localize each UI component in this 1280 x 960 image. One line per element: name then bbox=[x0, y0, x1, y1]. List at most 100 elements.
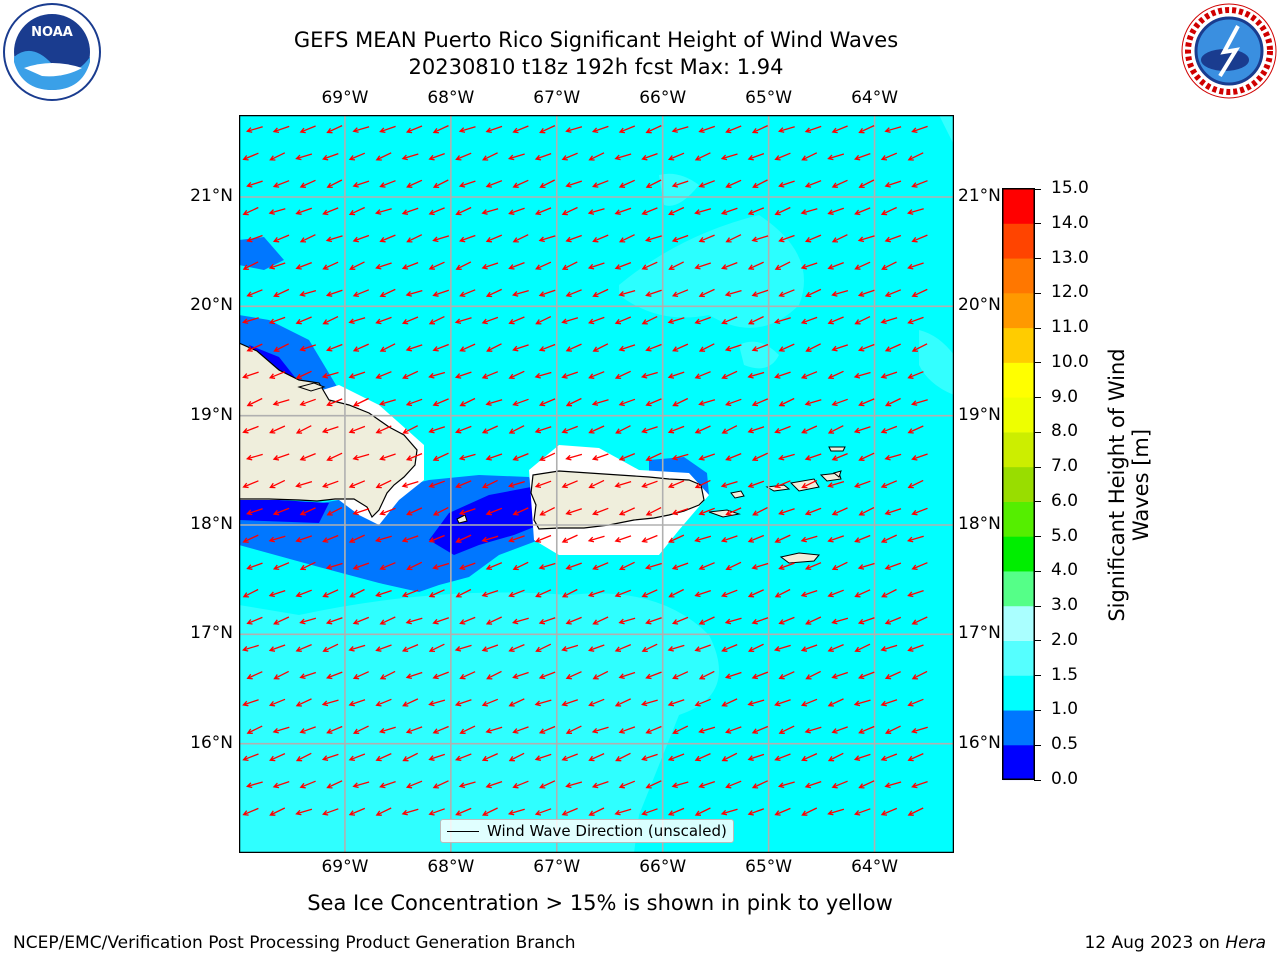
wind-wave-arrow bbox=[272, 562, 290, 571]
wind-wave-arrow bbox=[481, 589, 499, 598]
wind-wave-arrow bbox=[831, 671, 849, 680]
wind-wave-arrow bbox=[751, 562, 769, 570]
wind-wave-arrow bbox=[535, 316, 552, 325]
wind-wave-arrow bbox=[538, 343, 556, 352]
wind-wave-arrow bbox=[827, 425, 844, 434]
wind-wave-arrow bbox=[884, 126, 902, 133]
wind-wave-arrow bbox=[401, 589, 419, 598]
wind-wave-arrow bbox=[645, 507, 662, 516]
wind-wave-arrow bbox=[831, 561, 848, 571]
wind-wave-arrow bbox=[565, 562, 582, 570]
wind-wave-arrow bbox=[454, 644, 472, 652]
wind-wave-arrow bbox=[720, 808, 738, 816]
wind-wave-arrow bbox=[454, 317, 472, 325]
wind-wave-arrow bbox=[273, 288, 290, 298]
wind-wave-arrow bbox=[591, 453, 609, 461]
colorbar-tick-label: 1.5 bbox=[1051, 664, 1079, 685]
wind-wave-arrow bbox=[538, 398, 556, 407]
wind-wave-arrow bbox=[326, 780, 343, 789]
wind-wave-arrow bbox=[428, 261, 445, 270]
wind-wave-arrow bbox=[907, 753, 924, 762]
wind-wave-arrow bbox=[455, 261, 472, 270]
wind-wave-arrow bbox=[352, 126, 370, 133]
wind-wave-arrow bbox=[272, 780, 290, 789]
wind-wave-arrow bbox=[774, 261, 791, 270]
footer-date: 12 Aug 2023 on Hera bbox=[1084, 933, 1266, 953]
wind-wave-arrow bbox=[774, 480, 791, 489]
wind-wave-arrow bbox=[614, 261, 632, 270]
wind-wave-arrow bbox=[321, 753, 339, 761]
wind-wave-arrow bbox=[911, 180, 928, 188]
wind-wave-arrow bbox=[698, 180, 715, 188]
lon-label-top: 66°W bbox=[639, 88, 687, 108]
colorbar-tick-mark bbox=[1034, 397, 1041, 399]
wind-wave-arrow bbox=[725, 780, 742, 789]
wind-wave-arrow bbox=[641, 426, 658, 434]
wind-wave-arrow bbox=[348, 753, 366, 762]
wind-wave-arrow bbox=[242, 534, 259, 543]
colorbar-tick-label: 13.0 bbox=[1051, 247, 1089, 268]
wind-wave-arrow bbox=[512, 726, 529, 734]
wind-wave-arrow bbox=[428, 643, 445, 653]
wind-wave-arrow bbox=[827, 535, 845, 543]
wind-wave-arrow bbox=[752, 507, 768, 516]
wind-wave-arrow bbox=[854, 808, 871, 816]
colorbar-tick-mark bbox=[1034, 605, 1041, 607]
wind-wave-arrow bbox=[751, 125, 768, 134]
wind-wave-arrow bbox=[295, 535, 313, 543]
wind-wave-arrow bbox=[322, 480, 339, 489]
wind-wave-arrow bbox=[561, 644, 579, 652]
wind-wave-arrow bbox=[565, 671, 582, 680]
wind-wave-arrow bbox=[858, 671, 875, 680]
map-plot bbox=[239, 115, 954, 853]
colorbar-tick-label: 0.0 bbox=[1051, 769, 1079, 789]
wind-wave-arrow bbox=[246, 343, 263, 352]
wind-wave-arrow bbox=[671, 616, 689, 625]
wind-wave-arrow bbox=[721, 261, 738, 270]
wind-wave-arrow bbox=[272, 125, 290, 134]
colorbar-segment bbox=[1002, 293, 1035, 329]
wind-wave-arrow bbox=[352, 725, 369, 734]
wind-wave-arrow bbox=[751, 725, 769, 734]
wind-wave-arrow bbox=[805, 288, 822, 298]
wind-wave-arrow bbox=[428, 699, 446, 707]
wind-wave-arrow bbox=[326, 179, 343, 189]
wind-wave-arrow bbox=[374, 535, 392, 543]
wind-wave-arrow bbox=[831, 726, 848, 734]
wind-wave-arrow bbox=[614, 644, 632, 652]
colorbar-tick-mark bbox=[1034, 536, 1041, 538]
wind-wave-arrow bbox=[379, 234, 396, 243]
wind-wave-arrow bbox=[747, 534, 765, 543]
lon-label-top: 68°W bbox=[427, 88, 475, 108]
wind-wave-arrow bbox=[615, 752, 631, 762]
wind-wave-arrow bbox=[774, 425, 791, 434]
wind-wave-arrow bbox=[641, 589, 658, 598]
wind-wave-arrow bbox=[667, 807, 685, 816]
wind-wave-arrow bbox=[481, 425, 498, 434]
colorbar-tick-label: 1.0 bbox=[1051, 699, 1079, 720]
wind-wave-arrow bbox=[880, 206, 897, 216]
wind-wave-arrow bbox=[800, 644, 818, 652]
wind-wave-arrow bbox=[747, 699, 765, 707]
wind-wave-arrow bbox=[459, 397, 476, 407]
wind-wave-arrow bbox=[720, 535, 738, 543]
wind-wave-arrow bbox=[299, 452, 316, 461]
wind-wave-arrow bbox=[645, 398, 662, 407]
wind-wave-arrow bbox=[778, 562, 795, 570]
wind-wave-arrow bbox=[801, 807, 818, 816]
wind-wave-arrow bbox=[458, 453, 476, 461]
colorbar-tick-label: 8.0 bbox=[1051, 421, 1079, 442]
wind-wave-arrow bbox=[831, 617, 849, 625]
wind-wave-arrow bbox=[831, 780, 848, 789]
wind-wave-arrow bbox=[854, 534, 871, 543]
wind-wave-arrow bbox=[672, 397, 689, 407]
wind-wave-arrow bbox=[884, 616, 902, 625]
wind-wave-arrow bbox=[907, 152, 924, 161]
wind-wave-arrow bbox=[831, 179, 848, 188]
wind-wave-arrow bbox=[322, 589, 339, 598]
wind-wave-arrow bbox=[508, 425, 525, 434]
wind-wave-arrow bbox=[242, 480, 259, 489]
wind-wave-arrow bbox=[565, 725, 582, 734]
wind-wave-arrow bbox=[881, 261, 897, 270]
wind-wave-arrow bbox=[667, 753, 685, 762]
